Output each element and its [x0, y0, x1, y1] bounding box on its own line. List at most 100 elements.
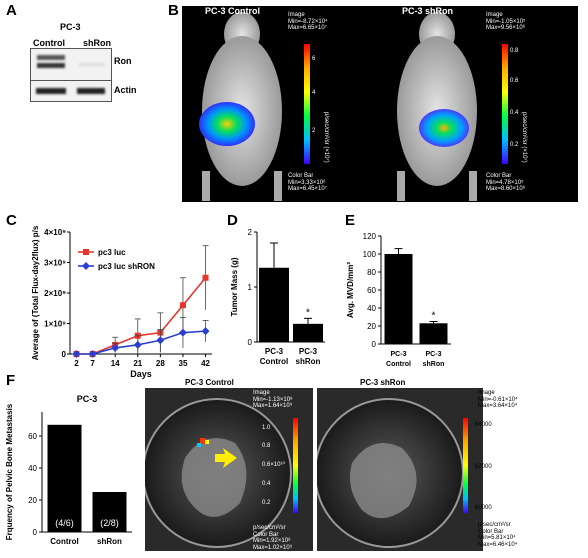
- b-shron-colorbar-header: Color Bar: [486, 173, 512, 179]
- e-y-tick-label: 80: [367, 268, 376, 277]
- blot-actin-membrane: [30, 80, 112, 102]
- d-y-tick-label: 2: [248, 228, 253, 237]
- c-point-square: [179, 302, 186, 309]
- e-y-tick-label: 100: [363, 250, 377, 259]
- f-shron-image-min: Min=-0.61×10⁴: [478, 396, 518, 403]
- b-shron-tick-08: 0.8: [510, 48, 519, 54]
- b-shron-colorbar-range: Color Bar Min=4.78×10⁵ Max=8.60×10⁶: [486, 173, 551, 193]
- panel-label-d: D: [227, 212, 238, 229]
- c-x-tick-label: 35: [179, 359, 188, 368]
- c-point-diamond: [133, 340, 142, 349]
- d-category-label: Control: [260, 357, 288, 366]
- c-x-tick-label: 7: [90, 359, 95, 368]
- b-shron-tick-06: 0.6: [510, 78, 519, 84]
- mouse-shron-image: [397, 12, 477, 201]
- c-x-tick-label: 28: [156, 359, 165, 368]
- b-shron-image-header: Image: [486, 12, 503, 18]
- colorbar-f-control: [293, 418, 298, 513]
- d-y-tick-label: 0: [248, 338, 253, 347]
- c-point-diamond: [178, 328, 187, 337]
- tumor-signal-control: [199, 102, 255, 146]
- f-bar-label: (2/8): [100, 518, 119, 528]
- b-control-image-max: Max=6.65×10⁷: [288, 25, 327, 31]
- c-y-tick-label: 3×10⁹: [44, 259, 66, 268]
- f-y-axis-label: Frquency of Pelvic Bone Metastasis: [5, 403, 14, 540]
- f-y-tick-label: 40: [28, 464, 37, 473]
- f-control-colorbar-range: p/sec/cm²/sr Color Bar Min=1.92×10⁸ Max=…: [253, 525, 313, 551]
- c-point-diamond: [201, 327, 210, 336]
- d-significance-star: *: [306, 307, 310, 318]
- e-y-tick-label: 60: [367, 286, 376, 295]
- d-y-axis-label: Tumor Mass (g): [230, 257, 239, 316]
- yellow-arrow-icon: [215, 448, 237, 468]
- b-shron-colorbar-max: Max=8.60×10⁶: [486, 186, 526, 192]
- f-control-tick-3: 0.6×10¹⁰: [262, 462, 285, 468]
- d-category-label: PC-3: [265, 347, 284, 356]
- colorbar-b-shron: [502, 44, 508, 164]
- b-control-unit: p/sec/cm²/sr (×10⁷): [323, 112, 329, 163]
- f-control-colorbar-header: Color Bar: [253, 531, 279, 538]
- colorbar-f-shron: [463, 418, 468, 513]
- c-y-tick-label: 4×10⁹: [44, 228, 66, 237]
- c-legend-marker: [82, 262, 90, 270]
- f-control-tick-4: 0.4: [262, 481, 271, 487]
- chart-f-metastasis: 0 20 40 60 Frquency of Pelvic Bone Metastasi…: [5, 394, 132, 546]
- chart-e-mvd: 0 20 40 60 80 100 120 Avg. MVD/mm² PC-3 Control * P…: [346, 232, 451, 368]
- e-y-axis-label: Avg. MVD/mm²: [346, 262, 355, 318]
- f-shron-tick-64000: 64000: [475, 422, 492, 428]
- b-control-image-min: Min=-8.72×10⁴: [288, 18, 328, 25]
- f-control-tick-1: 1.0: [262, 425, 271, 431]
- c-legend-label: pc3 luc shRON: [98, 262, 155, 271]
- b-shron-image-min: Min=-1.05×10⁵: [486, 18, 526, 25]
- blot-ron-membrane: [30, 48, 112, 82]
- b-control-tick-2: 2: [312, 128, 316, 134]
- f-shron-colorbar-range: p/sec/cm²/sr Color Bar Min=5.81×10⁴ Max=…: [478, 522, 548, 548]
- f-control-image: [145, 388, 313, 551]
- f-shron-tick-60000: 60000: [475, 505, 492, 511]
- f-control-image-max: Max=1.64×10⁹: [253, 403, 293, 409]
- c-x-tick-label: 42: [201, 359, 210, 368]
- ron-band-shron: [79, 63, 105, 66]
- b-control-tick-4: 4: [312, 90, 316, 96]
- f-category-label: shRon: [97, 537, 122, 546]
- e-y-tick-label: 20: [367, 322, 376, 331]
- f-control-image-range: Image Min=-1.13×10⁸ Max=1.64×10⁹: [253, 390, 313, 410]
- e-category-label: PC-3: [426, 351, 442, 358]
- f-shron-tick-62000: 62000: [475, 464, 492, 470]
- f-shron-colorbar-max: Max=6.46×10⁴: [478, 541, 518, 548]
- tissue-shron: [349, 443, 417, 519]
- colorbar-b-control: [304, 44, 310, 164]
- b-shron-image-range: Image Min=-1.05×10⁵ Max=9.56×10⁶: [486, 12, 551, 32]
- panel-label-f: F: [6, 372, 16, 389]
- f-title-shron: PC-3 shRon: [360, 378, 406, 387]
- f-bar: [92, 492, 127, 532]
- f-bar-label: (4/6): [55, 518, 74, 528]
- e-y-tick-label: 0: [372, 340, 377, 349]
- f-shron-unit: p/sec/cm²/sr: [478, 522, 511, 528]
- b-title-shron: PC-3 shRon: [402, 6, 454, 16]
- panel-b-images: [182, 6, 578, 202]
- ron-band-control-upper: [37, 55, 65, 60]
- tumor-signal-shron: [419, 109, 469, 147]
- b-control-image-range: Image Min=-8.72×10⁴ Max=6.65×10⁷: [288, 12, 348, 32]
- f-control-colorbar-max: Max=1.02×10⁹: [253, 544, 293, 551]
- f-y-tick-label: 20: [28, 496, 37, 505]
- e-y-tick-label: 40: [367, 304, 376, 313]
- d-category-label: PC-3: [299, 347, 318, 356]
- f-control-tick-5: 0.2: [262, 500, 271, 506]
- blot-band-ron: Ron: [114, 56, 132, 66]
- f-bar: [47, 424, 82, 532]
- blot-lane-control: Control: [33, 38, 65, 48]
- c-x-axis-label: Days: [130, 369, 152, 379]
- b-shron-image-max: Max=9.56×10⁶: [486, 25, 526, 31]
- panel-label-c: C: [6, 212, 17, 229]
- c-point-diamond: [156, 336, 165, 345]
- e-category-label: shRon: [423, 361, 445, 368]
- f-title-control: PC-3 Control: [185, 378, 234, 387]
- ron-band-control-lower: [37, 63, 65, 68]
- c-x-tick-label: 21: [133, 359, 142, 368]
- d-category-label: shRon: [296, 357, 321, 366]
- f-y-tick-label: 60: [28, 432, 37, 441]
- c-point-diamond: [111, 343, 120, 352]
- d-bar: [293, 323, 323, 342]
